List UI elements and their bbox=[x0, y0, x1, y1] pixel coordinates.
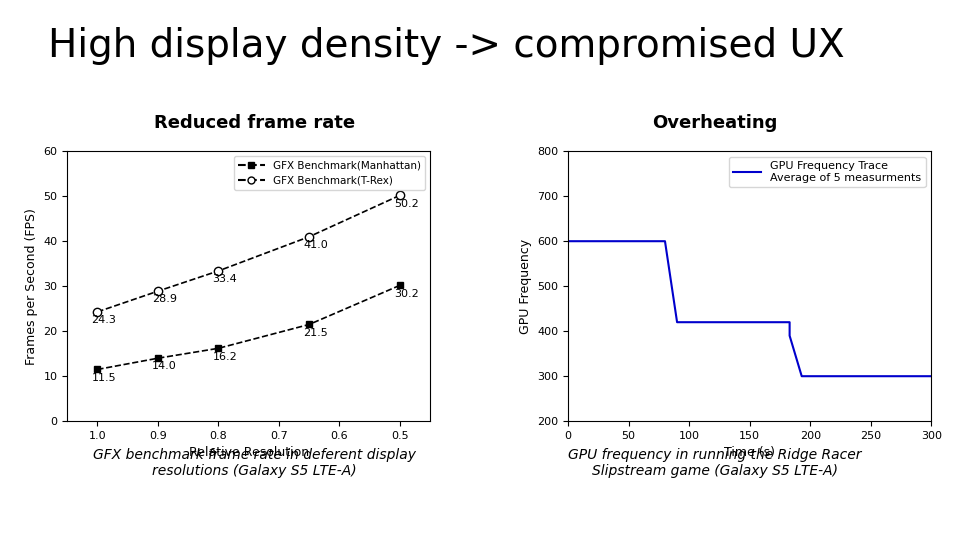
Text: High display density -> compromised UX: High display density -> compromised UX bbox=[48, 27, 845, 65]
Text: Reduced frame rate: Reduced frame rate bbox=[154, 114, 355, 132]
Text: 24.3: 24.3 bbox=[91, 315, 116, 325]
Y-axis label: GPU Frequency: GPU Frequency bbox=[518, 239, 532, 334]
Text: GPU frequency in running the Ridge Racer
Slipstream game (Galaxy S5 LTE-A): GPU frequency in running the Ridge Racer… bbox=[568, 448, 862, 478]
X-axis label: Time (s): Time (s) bbox=[724, 447, 775, 460]
Text: 11.5: 11.5 bbox=[91, 373, 116, 383]
Text: 21.5: 21.5 bbox=[303, 328, 328, 338]
Text: 28.9: 28.9 bbox=[152, 294, 177, 305]
Text: 16.2: 16.2 bbox=[212, 352, 237, 362]
Y-axis label: Frames per Second (FPS): Frames per Second (FPS) bbox=[25, 208, 37, 364]
Text: 50.2: 50.2 bbox=[394, 199, 419, 208]
Text: 41.0: 41.0 bbox=[303, 240, 328, 250]
Text: 30.2: 30.2 bbox=[394, 288, 419, 299]
Legend: GFX Benchmark(Manhattan), GFX Benchmark(T-Rex): GFX Benchmark(Manhattan), GFX Benchmark(… bbox=[234, 157, 425, 190]
Text: GFX benchmark frame rate in deferent display
resolutions (Galaxy S5 LTE-A): GFX benchmark frame rate in deferent dis… bbox=[93, 448, 416, 478]
Legend: GPU Frequency Trace
Average of 5 measurments: GPU Frequency Trace Average of 5 measurm… bbox=[729, 157, 925, 187]
Text: 14.0: 14.0 bbox=[152, 361, 177, 372]
Text: Overheating: Overheating bbox=[653, 114, 778, 132]
X-axis label: Relative Resolution: Relative Resolution bbox=[189, 447, 309, 460]
Text: 33.4: 33.4 bbox=[212, 274, 237, 284]
